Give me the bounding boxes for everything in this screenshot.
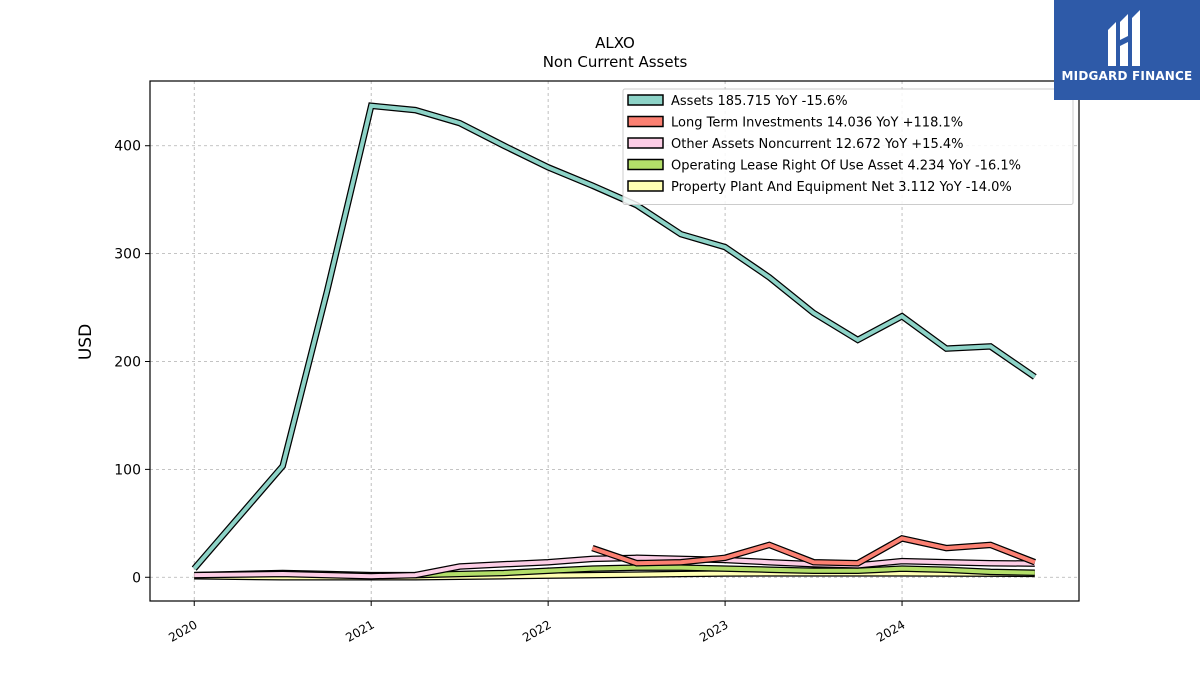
x-tick-label: 2021 (343, 617, 376, 644)
series-line (194, 555, 1035, 579)
legend-label: Operating Lease Right Of Use Asset 4.234… (671, 159, 1021, 174)
y-tick-label: 100 (114, 462, 141, 478)
x-tick-label: 2022 (520, 617, 553, 644)
chart-subtitle: Non Current Assets (543, 53, 688, 71)
series-lines (191, 102, 1037, 581)
y-tick-label: 300 (114, 247, 141, 263)
legend-label: Property Plant And Equipment Net 3.112 Y… (671, 180, 1012, 195)
legend-label: Assets 185.715 YoY -15.6% (671, 94, 848, 109)
series-line (591, 536, 1036, 566)
chart-title: ALXO (595, 34, 635, 52)
legend-swatch (627, 158, 664, 171)
legend-swatch (627, 180, 664, 192)
legend: Assets 185.715 YoY -15.6% Long Term Inves… (622, 88, 1074, 205)
brand-mark-icon (1108, 10, 1140, 66)
y-tick-label: 400 (114, 139, 141, 155)
brand-logo: MIDGARD FINANCE (1054, 0, 1200, 100)
y-tick-label: 200 (114, 354, 141, 370)
legend-label: Other Assets Noncurrent 12.672 YoY +15.4… (671, 137, 963, 152)
y-tick-label: 0 (132, 570, 141, 586)
x-tick-label: 2023 (697, 617, 730, 644)
legend-box (622, 88, 1074, 205)
x-tick-label: 2024 (874, 617, 907, 644)
legend-label: Long Term Investments 14.036 YoY +118.1% (671, 116, 963, 131)
legend-swatch (627, 115, 664, 128)
y-axis-label: USD (76, 324, 96, 360)
legend-swatch (627, 137, 664, 149)
plot-frame (149, 80, 1080, 602)
legend-swatch (627, 94, 664, 106)
x-tick-label: 2020 (166, 617, 199, 644)
brand-name: MIDGARD FINANCE (1061, 69, 1193, 83)
series-line (192, 103, 1036, 570)
